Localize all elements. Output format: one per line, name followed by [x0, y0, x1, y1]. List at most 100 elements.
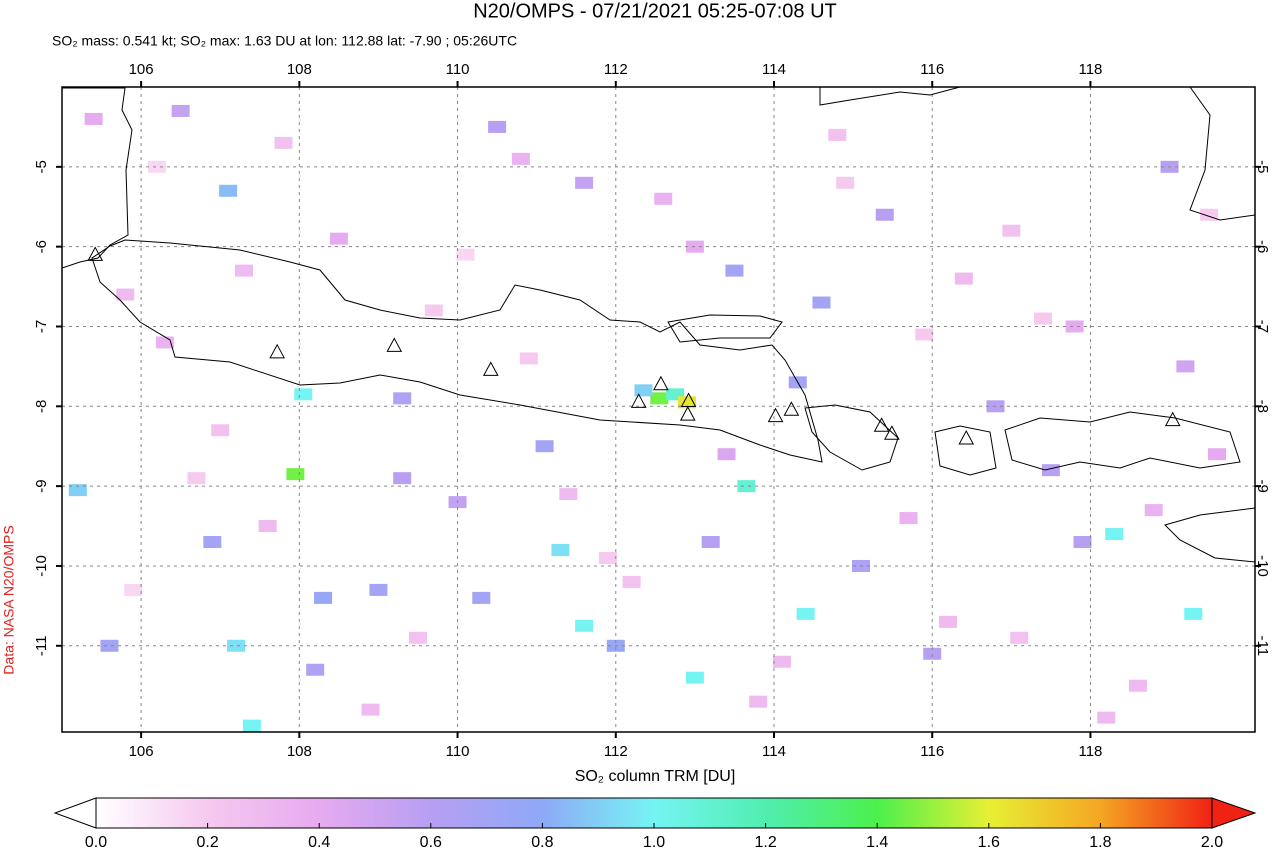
y-tick-label: -9	[1254, 479, 1271, 492]
x-tick-label: 114	[762, 743, 786, 760]
chart-title: N20/OMPS - 07/21/2021 05:25-07:08 UT	[473, 0, 837, 22]
so2-cell	[725, 264, 744, 277]
y-tick-label: -9	[33, 479, 50, 492]
so2-cell	[519, 352, 538, 365]
y-tick-label: -11	[33, 635, 50, 656]
so2-cell	[575, 619, 594, 632]
so2-cell	[551, 543, 570, 556]
volcano	[1164, 411, 1181, 427]
x-tick-label: 116	[920, 61, 944, 78]
coast-sumba	[1164, 507, 1255, 563]
so2-cell	[575, 176, 594, 189]
so2-cell	[923, 647, 942, 660]
volcano	[653, 375, 669, 391]
colorbar-tick-label: 0.0	[85, 834, 107, 851]
so2-cell	[1097, 711, 1116, 724]
so2-cell	[634, 384, 653, 397]
so2-cell	[171, 104, 190, 117]
y-tick-label: -11	[1254, 635, 1271, 656]
so2-cell	[954, 272, 973, 285]
x-tick-label: 110	[446, 743, 470, 760]
coast-lombok	[934, 425, 997, 476]
colorbar-tick-label: 1.4	[866, 834, 888, 851]
so2-cell	[511, 152, 530, 165]
so2-cell	[147, 160, 166, 173]
coast-madura	[667, 314, 783, 343]
so2-cell	[329, 232, 348, 245]
so2-cell	[187, 472, 206, 485]
so2-cell	[1176, 360, 1195, 373]
so2-cell	[211, 424, 230, 437]
so2-cell	[915, 328, 934, 341]
y-tick-label: -5	[33, 160, 50, 173]
so2-cell	[488, 120, 507, 133]
colorbar-tick-label: 0.4	[308, 834, 330, 851]
x-tick-label: 118	[1078, 61, 1102, 78]
so2-cell	[424, 304, 443, 317]
x-tick-label: 106	[129, 61, 154, 78]
so2-cell	[294, 388, 313, 401]
coastlines	[62, 87, 1255, 563]
so2-cell	[100, 639, 119, 652]
volcanoes	[87, 246, 1181, 445]
so2-cell	[203, 536, 222, 549]
coast-java	[91, 239, 823, 463]
so2-cell	[1065, 320, 1084, 333]
y-tick-label: -6	[1254, 240, 1271, 253]
so2-cell	[68, 484, 87, 497]
y-tick-label: -7	[33, 320, 50, 333]
x-tick-label: 110	[446, 61, 470, 78]
so2-cell	[899, 512, 918, 525]
colorbar-tick-label: 1.0	[643, 834, 665, 851]
so2-cell	[242, 719, 261, 732]
chart-subtitle: SO₂ mass: 0.541 kt; SO₂ max: 1.63 DU at …	[52, 33, 517, 49]
so2-cell	[286, 468, 305, 481]
so2-cell	[124, 583, 143, 596]
so2-cell	[84, 112, 103, 125]
plot-frame	[61, 86, 1256, 733]
so2-cell	[314, 591, 333, 604]
y-tick-label: -7	[1254, 320, 1271, 333]
so2-cell	[737, 480, 756, 493]
coast-bali	[804, 404, 899, 471]
y-tick-label: -10	[1254, 555, 1271, 577]
axes: 106 106 108 108 110 110 112 112 114 114 116 116 118 1…	[33, 61, 1271, 760]
x-tick-label: 112	[604, 61, 628, 78]
x-tick-label: 116	[920, 743, 944, 760]
so2-cell	[116, 288, 135, 301]
colorbar-tick-label: 1.6	[978, 834, 1000, 851]
volcano	[783, 401, 800, 416]
so2-cell	[559, 488, 578, 501]
colorbar-tick-label: 0.2	[196, 834, 218, 851]
x-tick-label: 106	[129, 743, 154, 760]
so2-cell	[227, 639, 246, 652]
colorbar: 0.0 0.2 0.4 0.6 0.8 1.0 1.2 1.4 1.6 1.8 2.0	[53, 797, 1257, 851]
so2-cell	[472, 591, 491, 604]
so2-cell	[939, 615, 958, 628]
grid	[62, 87, 1255, 732]
so2-cell	[654, 192, 673, 205]
so2-cell	[812, 296, 831, 309]
so2-cell	[836, 176, 855, 189]
so2-cell	[234, 264, 253, 277]
volcano	[680, 392, 697, 408]
so2-cell	[717, 448, 736, 461]
colorbar-tick-label: 0.6	[420, 834, 442, 851]
so2-cell	[1208, 448, 1227, 461]
so2-cell	[393, 392, 412, 405]
x-tick-label: 112	[604, 743, 628, 760]
volcano	[482, 361, 499, 376]
colorbar-tick-label: 1.2	[754, 834, 776, 851]
so2-cell	[701, 536, 720, 549]
plot-area	[62, 87, 1255, 732]
volcano	[873, 417, 890, 432]
so2-cell	[361, 703, 380, 716]
so2-cell	[456, 248, 475, 261]
volcano	[630, 393, 647, 408]
so2-cell	[369, 583, 388, 596]
x-tick-label: 114	[762, 61, 786, 78]
so2-cell	[535, 440, 554, 453]
so2-cell	[1128, 679, 1147, 692]
